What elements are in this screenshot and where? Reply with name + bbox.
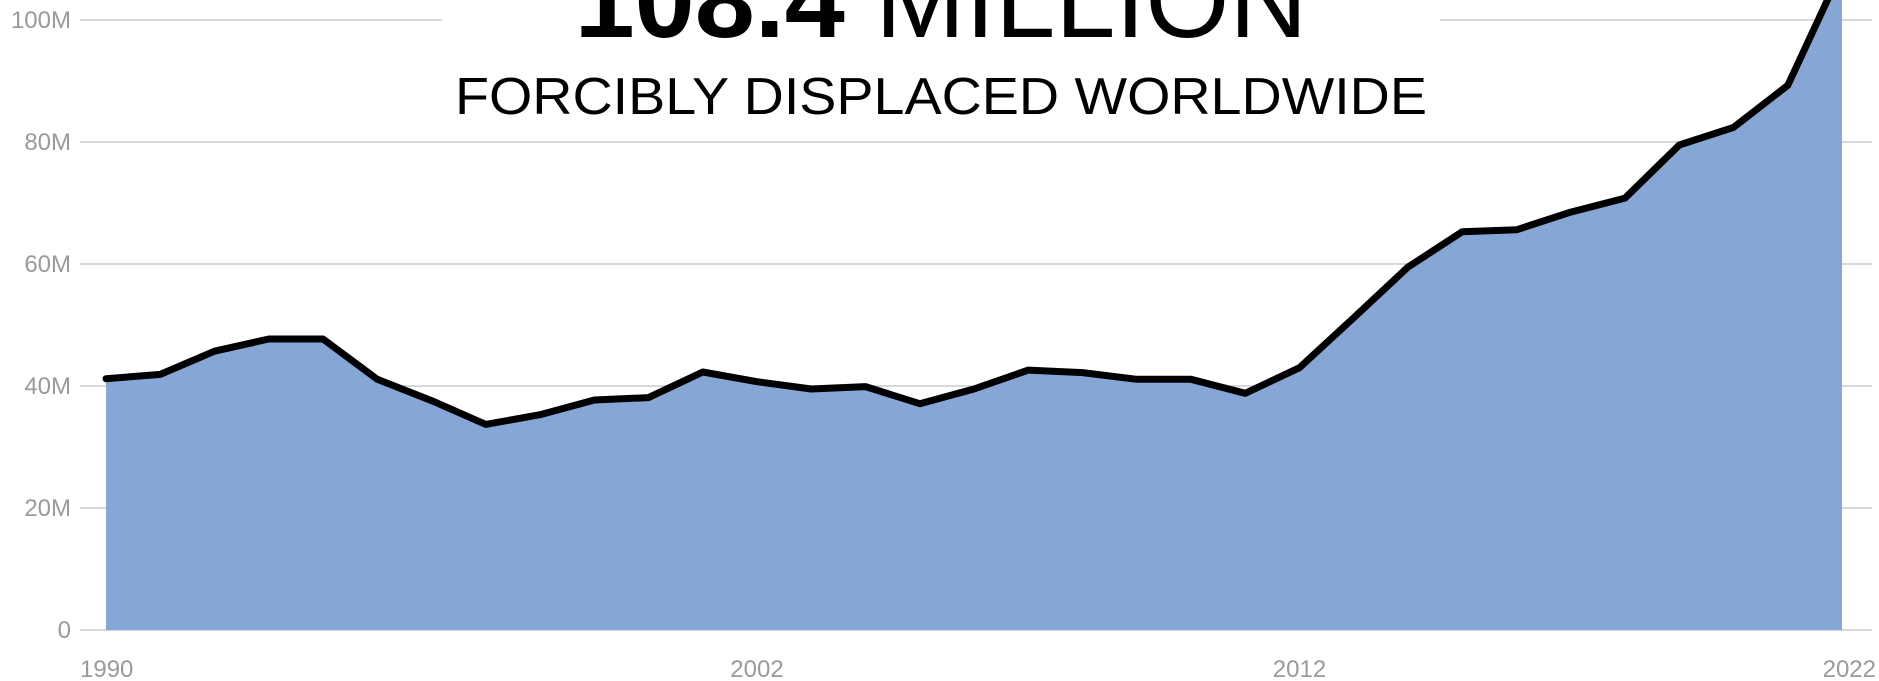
data-point-1996 [428, 397, 435, 404]
y-tick-label: 0 [58, 617, 71, 644]
data-point-2018 [1622, 195, 1628, 202]
data-point-1993 [265, 336, 272, 342]
chart-subtitle: FORCIBLY DISPLACED WORLDWIDE [455, 68, 1427, 126]
data-point-2003 [808, 386, 815, 392]
y-axis-ticks: 0 20M 40M 60M 80M 100M [11, 7, 71, 644]
y-tick-label: 40M [24, 373, 71, 400]
x-tick-label: 1990 [80, 656, 133, 681]
data-point-2014 [1405, 264, 1411, 271]
data-point-1992 [211, 348, 218, 355]
data-point-2013 [1350, 314, 1357, 321]
data-point-1991 [157, 371, 164, 378]
y-tick-label: 100M [11, 7, 71, 34]
data-point-2002 [754, 378, 760, 385]
data-point-2005 [916, 400, 923, 407]
data-points [103, 82, 1791, 428]
data-point-2006 [971, 386, 977, 392]
data-point-1990 [103, 375, 109, 382]
data-point-2001 [699, 369, 706, 375]
title-backdrop [442, 0, 1440, 58]
x-tick-label: 2012 [1273, 656, 1326, 681]
title-number: 108.4 [575, 0, 845, 60]
data-point-2015 [1459, 228, 1466, 235]
x-axis-ticks: 1990 2002 2012 2022 [80, 656, 1876, 681]
y-tick-label: 80M [24, 129, 71, 156]
chart-title: 108.4 MILLION [575, 0, 1308, 60]
data-point-2000 [645, 394, 652, 401]
data-point-2021 [1784, 82, 1791, 89]
y-tick-label: 20M [24, 495, 71, 522]
data-point-2010 [1188, 376, 1194, 383]
data-point-1999 [591, 397, 598, 403]
x-tick-label: 2002 [730, 656, 783, 681]
data-point-2009 [1133, 376, 1140, 383]
y-tick-label: 60M [24, 251, 71, 278]
title-unit: MILLION [875, 0, 1307, 60]
data-point-2011 [1242, 390, 1249, 397]
subtitle-backdrop [444, 58, 1440, 126]
data-point-2008 [1079, 369, 1086, 376]
data-point-1997 [482, 421, 489, 428]
data-point-2016 [1513, 226, 1520, 233]
data-point-2017 [1567, 209, 1574, 216]
data-point-2004 [862, 383, 869, 390]
data-point-1998 [537, 411, 543, 418]
data-point-2019 [1676, 142, 1683, 148]
data-point-2020 [1730, 124, 1737, 131]
data-point-1995 [374, 376, 381, 383]
data-point-1994 [320, 336, 326, 342]
data-point-2012 [1296, 364, 1303, 371]
area-fill [106, 0, 1842, 630]
x-tick-label: 2022 [1823, 656, 1876, 681]
data-point-2007 [1025, 367, 1032, 374]
